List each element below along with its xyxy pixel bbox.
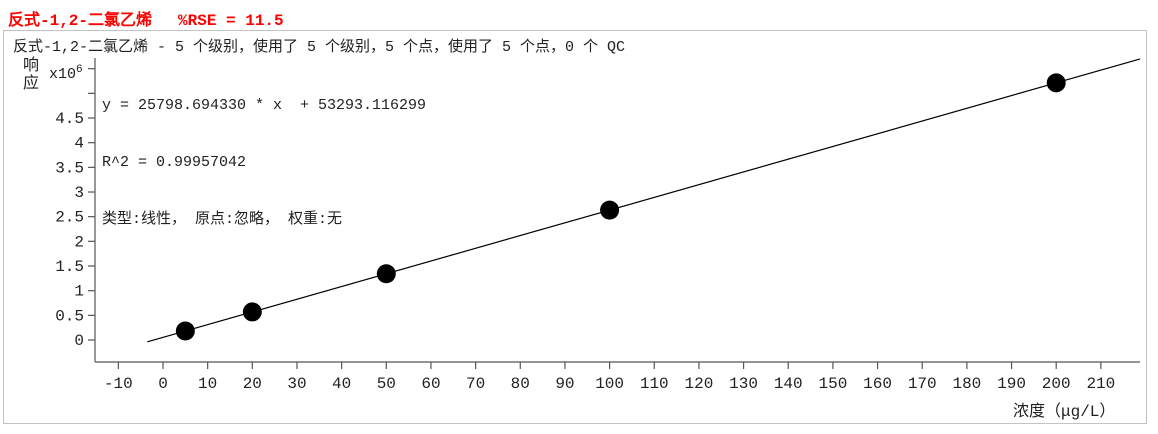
y-tick-label: 1 — [74, 283, 84, 301]
x-tick-label: 20 — [243, 375, 262, 393]
chart-box — [3, 30, 1147, 424]
x-tick-label: 150 — [818, 375, 847, 393]
y-tick-label: 0 — [74, 332, 84, 350]
y-axis-scale: x106 — [49, 64, 83, 83]
x-tick-label: 120 — [685, 375, 714, 393]
fit-line — [147, 58, 1141, 343]
fit-equation: y = 25798.694330 * x + 53293.116299 — [102, 97, 427, 114]
y-tick-label: 1.5 — [55, 258, 84, 276]
x-tick-label: 80 — [511, 375, 530, 393]
y-axis-scale-exponent: 6 — [76, 64, 83, 76]
y-axis-title: 响应 — [19, 56, 37, 92]
fit-settings: 类型:线性， 原点:忽略， 权重:无 — [102, 211, 343, 228]
x-tick-label: 140 — [774, 375, 803, 393]
x-tick-label: 180 — [952, 375, 981, 393]
y-axis-scale-base: x10 — [49, 66, 77, 83]
fit-annotation: y = 25798.694330 * x + 53293.116299 R^2 … — [102, 58, 426, 267]
x-axis-title: 浓度（μg/L） — [1013, 403, 1116, 421]
x-tick-label: 40 — [332, 375, 351, 393]
x-tick-label: 130 — [729, 375, 758, 393]
page-title: 反式-1,2-二氯乙烯 %RSE = 11.5 — [8, 6, 284, 30]
calibration-point[interactable] — [175, 321, 195, 341]
x-tick-label: 190 — [997, 375, 1026, 393]
y-tick-label: 4 — [74, 135, 84, 153]
rse-value: %RSE = 11.5 — [178, 12, 284, 30]
y-tick-label: 3 — [74, 184, 84, 202]
x-tick-label: 200 — [1042, 375, 1071, 393]
curve-summary: 反式-1,2-二氯乙烯 - 5 个级别，使用了 5 个级别，5 个点，使用了 5… — [13, 39, 626, 56]
y-tick-label: 4.5 — [55, 110, 84, 128]
x-tick-label: 30 — [287, 375, 306, 393]
calibration-point[interactable] — [242, 302, 262, 322]
fit-r-squared: R^2 = 0.99957042 — [102, 154, 247, 171]
x-tick-label: -10 — [104, 375, 133, 393]
x-tick-label: 70 — [466, 375, 485, 393]
x-tick-label: 50 — [377, 375, 396, 393]
y-tick-label: 0.5 — [55, 307, 84, 325]
x-tick-label: 90 — [555, 375, 574, 393]
x-tick-label: 0 — [158, 375, 168, 393]
calibration-point[interactable] — [600, 200, 620, 220]
x-tick-label: 110 — [640, 375, 669, 393]
calibration-point[interactable] — [376, 264, 396, 284]
compound-name: 反式-1,2-二氯乙烯 — [8, 12, 153, 30]
x-tick-label: 160 — [863, 375, 892, 393]
x-tick-label: 10 — [198, 375, 217, 393]
x-tick-label: 170 — [908, 375, 937, 393]
x-tick-label: 60 — [421, 375, 440, 393]
x-tick-label: 100 — [595, 375, 624, 393]
y-tick-label: 2 — [74, 233, 84, 251]
calibration-point[interactable] — [1046, 73, 1066, 93]
x-tick-label: 210 — [1086, 375, 1115, 393]
y-tick-label: 2.5 — [55, 209, 84, 227]
y-tick-label: 3.5 — [55, 159, 84, 177]
